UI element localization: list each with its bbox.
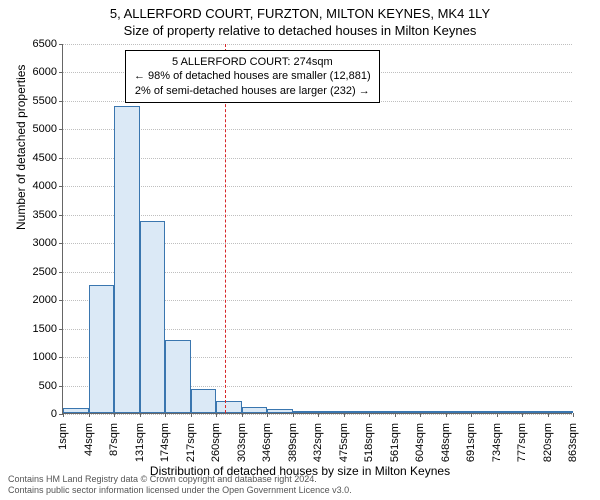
histogram-bar [165,340,191,413]
y-tick-label: 1000 [33,351,63,363]
x-tick [395,413,396,417]
x-tick-label: 648sqm [440,419,452,462]
chart-title-line2: Size of property relative to detached ho… [0,23,600,38]
x-tick-label: 260sqm [210,419,222,462]
x-tick [140,413,141,417]
chart-title-line1: 5, ALLERFORD COURT, FURZTON, MILTON KEYN… [0,6,600,21]
x-tick-label: 174sqm [159,419,171,462]
footer-line1: Contains HM Land Registry data © Crown c… [8,474,352,485]
chart-area: 0500100015002000250030003500400045005000… [62,44,572,414]
histogram-bar [497,411,523,413]
footer-line2: Contains public sector information licen… [8,485,352,496]
annotation-box: 5 ALLERFORD COURT: 274sqm← 98% of detach… [125,50,380,103]
y-tick-label: 2000 [33,294,63,306]
histogram-bar [293,411,319,413]
histogram-bar [267,409,293,413]
x-tick-label: 389sqm [287,419,299,462]
x-tick-label: 1sqm [57,419,69,450]
x-tick-label: 561sqm [389,419,401,462]
x-tick-label: 432sqm [312,419,324,462]
x-tick [165,413,166,417]
x-tick-label: 518sqm [363,419,375,462]
x-tick [63,413,64,417]
x-tick [446,413,447,417]
y-tick-label: 5500 [33,95,63,107]
histogram-bar [395,411,421,413]
chart-title-block: 5, ALLERFORD COURT, FURZTON, MILTON KEYN… [0,0,600,38]
y-tick-label: 3500 [33,209,63,221]
histogram-bar [89,285,115,413]
histogram-bar [140,221,166,413]
y-tick-label: 3000 [33,237,63,249]
x-tick-label: 691sqm [465,419,477,462]
x-tick [267,413,268,417]
annotation-line: 2% of semi-detached houses are larger (2… [134,84,371,98]
plot-area: 0500100015002000250030003500400045005000… [62,44,572,414]
y-tick-label: 4500 [33,152,63,164]
y-tick-label: 5000 [33,123,63,135]
x-tick [191,413,192,417]
x-tick [573,413,574,417]
x-tick-label: 44sqm [83,419,95,456]
y-axis-label: Number of detached properties [14,65,28,230]
x-tick [497,413,498,417]
gridline [63,44,572,45]
annotation-line: 5 ALLERFORD COURT: 274sqm [134,55,371,69]
y-tick-label: 6000 [33,66,63,78]
x-tick-label: 777sqm [516,419,528,462]
histogram-bar [420,411,446,413]
x-tick-label: 475sqm [338,419,350,462]
x-tick [318,413,319,417]
x-tick [344,413,345,417]
x-tick [420,413,421,417]
x-tick [293,413,294,417]
x-tick [89,413,90,417]
histogram-bar [446,411,472,413]
x-tick [242,413,243,417]
footer-attribution: Contains HM Land Registry data © Crown c… [8,474,352,497]
histogram-bar [471,411,497,413]
x-tick-label: 131sqm [134,419,146,462]
x-tick [522,413,523,417]
x-tick-label: 604sqm [414,419,426,462]
histogram-bar [344,411,370,413]
y-tick-label: 500 [39,380,63,392]
x-tick-label: 863sqm [567,419,579,462]
histogram-bar [114,106,140,413]
x-tick [216,413,217,417]
x-tick [114,413,115,417]
y-tick-label: 1500 [33,323,63,335]
x-tick [369,413,370,417]
y-tick-label: 6500 [33,38,63,50]
histogram-bar [522,411,548,413]
x-tick [471,413,472,417]
x-tick-label: 303sqm [236,419,248,462]
x-tick-label: 87sqm [108,419,120,456]
histogram-bar [242,407,268,413]
histogram-bar [369,411,395,413]
x-tick-label: 734sqm [491,419,503,462]
histogram-bar [191,389,217,413]
x-tick-label: 346sqm [261,419,273,462]
annotation-line: ← 98% of detached houses are smaller (12… [134,69,371,83]
x-tick-label: 217sqm [185,419,197,462]
y-tick-label: 2500 [33,266,63,278]
y-tick-label: 4000 [33,180,63,192]
histogram-bar [216,401,242,413]
histogram-bar [548,411,574,413]
x-tick-label: 820sqm [542,419,554,462]
histogram-bar [63,408,89,413]
x-tick [548,413,549,417]
histogram-bar [318,411,344,413]
